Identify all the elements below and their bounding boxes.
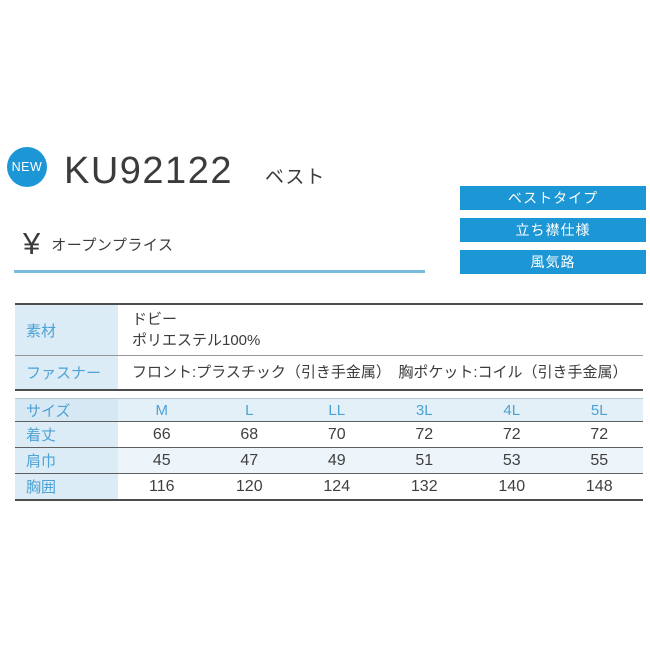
product-title-row: KU92122 ベスト <box>64 150 325 193</box>
size-column-ll: LL <box>293 399 381 421</box>
spec-row-fastener: ファスナー フロント:プラスチック（引き手金属） 胸ポケット:コイル（引き手金属… <box>15 355 643 389</box>
product-type-label: ベスト <box>264 167 326 188</box>
table-cell: 132 <box>410 477 438 495</box>
spec-label-material: 素材 <box>15 305 118 355</box>
table-cell: 140 <box>498 477 526 495</box>
table-cell: 72 <box>590 425 609 443</box>
table-cell: 116 <box>148 477 175 495</box>
table-cell: 45 <box>118 448 206 473</box>
row-label-body-length: 着丈 <box>15 422 118 447</box>
spec-value-fastener: フロント:プラスチック（引き手金属） 胸ポケット:コイル（引き手金属） <box>118 356 643 389</box>
size-column-5l: 5L <box>555 399 643 421</box>
table-cell: 47 <box>205 448 293 473</box>
feature-badge-stand-collar: 立ち襟仕様 <box>460 218 646 242</box>
size-column-m: M <box>118 399 206 421</box>
material-line-1: ドビー <box>132 311 178 328</box>
table-cell: 68 <box>240 425 259 443</box>
size-table-header-row: サイズ M L LL 3L 4L 5L <box>15 399 643 421</box>
table-cell: 124 <box>323 477 351 495</box>
row-label-shoulder-width: 肩巾 <box>15 448 118 473</box>
table-cell: 120 <box>235 477 263 495</box>
size-column-l: L <box>205 399 293 421</box>
feature-badge-air-path: 風気路 <box>460 250 646 274</box>
table-cell: 55 <box>555 448 643 473</box>
table-cell: 49 <box>293 448 381 473</box>
price-underline <box>14 270 425 273</box>
size-row-chest: 胸囲 116 120 124 132 140 148 <box>15 473 643 499</box>
size-header-label: サイズ <box>15 399 118 421</box>
table-cell: 72 <box>502 425 521 443</box>
table-cell: 66 <box>152 425 171 443</box>
table-cell: 51 <box>380 448 468 473</box>
price-row: ¥ オープンプライス <box>23 226 173 262</box>
yen-icon: ¥ <box>23 226 41 261</box>
product-code: KU92122 <box>64 150 233 192</box>
size-row-body-length: 着丈 66 68 70 72 72 72 <box>15 421 643 447</box>
spec-table: 素材 ドビー ポリエステル100% ファスナー フロント:プラスチック（引き手金… <box>15 303 643 391</box>
spec-value-material: ドビー ポリエステル100% <box>118 305 643 355</box>
table-cell: 53 <box>468 448 556 473</box>
feature-badge-list: ベストタイプ 立ち襟仕様 風気路 <box>460 186 646 274</box>
fastener-line: フロント:プラスチック（引き手金属） 胸ポケット:コイル（引き手金属） <box>132 364 628 381</box>
size-column-3l: 3L <box>380 399 468 421</box>
size-row-shoulder-width: 肩巾 45 47 49 51 53 55 <box>15 447 643 473</box>
material-line-2: ポリエステル100% <box>132 332 261 349</box>
table-cell: 70 <box>327 425 346 443</box>
table-cell: 72 <box>415 425 434 443</box>
table-cell: 148 <box>585 477 613 495</box>
spec-label-fastener: ファスナー <box>15 356 118 389</box>
feature-badge-vest-type: ベストタイプ <box>460 186 646 210</box>
price-label: オープンプライス <box>51 236 174 254</box>
new-badge: NEW <box>7 147 47 187</box>
size-table: サイズ M L LL 3L 4L 5L 着丈 66 68 70 72 72 72… <box>15 398 643 501</box>
size-column-4l: 4L <box>468 399 556 421</box>
spec-row-material: 素材 ドビー ポリエステル100% <box>15 305 643 355</box>
row-label-chest: 胸囲 <box>15 474 118 499</box>
